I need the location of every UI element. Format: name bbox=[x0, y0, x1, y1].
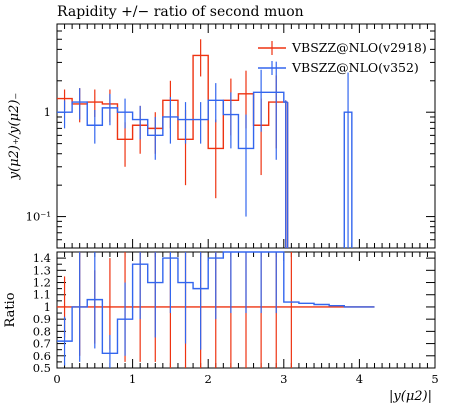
legend-item: VBSZZ@NLO(v352) bbox=[258, 60, 419, 75]
ratio-y-tick-label: 0.6 bbox=[33, 349, 51, 363]
x-tick-label: 3 bbox=[280, 372, 287, 386]
legend-label: VBSZZ@NLO(v2918) bbox=[291, 40, 427, 55]
x-axis-label: |y(μ2)| bbox=[389, 389, 432, 404]
main-y-tick-label: 10⁻¹ bbox=[26, 210, 51, 224]
ratio-y-tick-label: 0.5 bbox=[33, 361, 51, 375]
x-tick-label: 1 bbox=[129, 372, 136, 386]
main-y-ticks: 10⁻¹ 1 bbox=[26, 23, 436, 249]
series-line bbox=[57, 251, 375, 355]
series-line bbox=[57, 91, 288, 150]
series-VBSZZ@NLO(v352) bbox=[57, 61, 353, 248]
legend-item: VBSZZ@NLO(v2918) bbox=[258, 40, 427, 55]
ratio-y-tick-label: 1.1 bbox=[33, 288, 51, 302]
main-series bbox=[57, 39, 353, 248]
ratio-y-tick-label: 0.9 bbox=[33, 312, 51, 326]
main-y-tick-label: 1 bbox=[44, 105, 51, 119]
ratio-y-ticks: 0.50.60.70.80.911.11.21.31.4 bbox=[33, 251, 435, 375]
x-tick-label: 4 bbox=[356, 372, 363, 386]
x-ticks: 0 1 2 3 4 5 bbox=[53, 252, 439, 386]
main-y-label: y(μ2)₊/y(μ2)₋ bbox=[7, 93, 22, 181]
x-tick-label: 2 bbox=[205, 372, 212, 386]
x-tick-label: 5 bbox=[431, 372, 438, 386]
series-VBSZZ@NLO(v352) bbox=[57, 251, 375, 368]
legend-label: VBSZZ@NLO(v352) bbox=[291, 60, 419, 75]
ratio-y-tick-label: 1.2 bbox=[33, 276, 51, 290]
ratio-y-tick-label: 0.7 bbox=[33, 337, 51, 351]
legend: VBSZZ@NLO(v2918) VBSZZ@NLO(v352) bbox=[258, 40, 427, 75]
ratio-y-tick-label: 1.3 bbox=[33, 263, 51, 277]
ratio-y-tick-label: 1.4 bbox=[33, 251, 51, 265]
ratio-series bbox=[57, 251, 375, 368]
x-tick-label: 0 bbox=[53, 372, 60, 386]
chart-title: Rapidity +/− ratio of second muon bbox=[57, 4, 304, 20]
ratio-y-label: Ratio bbox=[3, 292, 18, 327]
ratio-y-tick-label: 0.8 bbox=[33, 324, 51, 338]
ratio-y-tick-label: 1 bbox=[44, 300, 51, 314]
main-panel: 10⁻¹ 1 VBSZZ@NLO(v2918) VBSZZ@NLO(v352) y(… bbox=[7, 23, 436, 249]
